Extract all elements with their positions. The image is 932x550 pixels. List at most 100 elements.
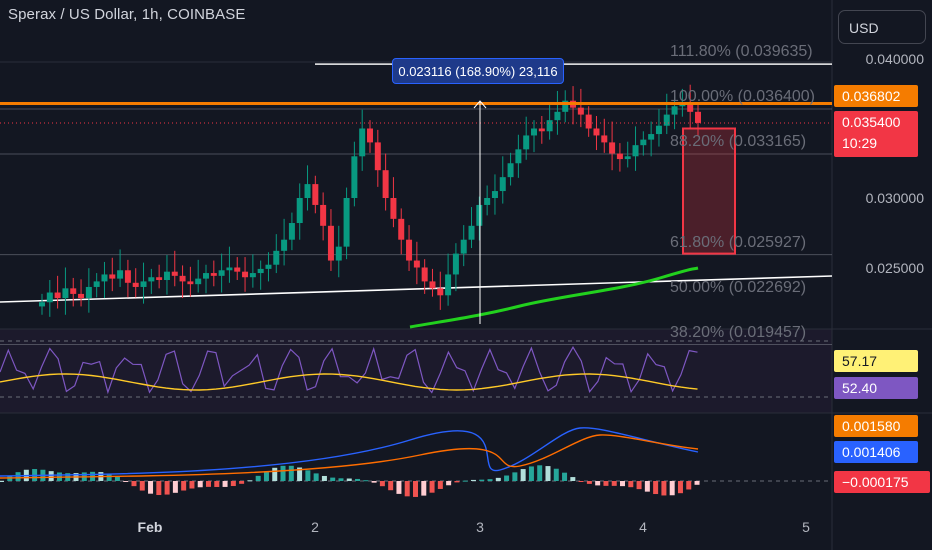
candle [374, 142, 381, 171]
macd-histogram-bar [346, 478, 352, 481]
macd-histogram-bar [48, 471, 54, 481]
macd-histogram-bar [263, 471, 269, 481]
measure-tool [473, 100, 487, 324]
fib-label: 50.00% (0.022692) [670, 278, 807, 296]
candle [593, 128, 600, 136]
candle [226, 267, 233, 271]
macd-histogram-bar [396, 481, 402, 494]
macd-histogram-bar [230, 481, 236, 487]
macd-pane [0, 427, 832, 497]
candle [320, 204, 327, 226]
fibonacci-levels [0, 63, 832, 346]
time-label-feb: Feb [137, 519, 163, 535]
macd-histogram-bar [297, 467, 303, 481]
candle [85, 286, 92, 299]
macd-histogram-bar [562, 472, 568, 481]
candle [327, 225, 334, 261]
candle [382, 170, 389, 198]
macd-histogram-bar [620, 481, 626, 487]
candle [367, 128, 373, 143]
macd-histogram-bar [214, 481, 220, 487]
macd-histogram-bar [280, 465, 286, 481]
fib-label: 88.20% (0.033165) [670, 133, 807, 150]
rsi-ma-line [0, 373, 698, 391]
candle [203, 273, 209, 279]
candle [210, 273, 217, 276]
candle [655, 125, 662, 135]
candle [554, 111, 561, 121]
candle [257, 268, 264, 274]
candle [406, 239, 413, 261]
candle [265, 264, 272, 269]
candle [296, 198, 303, 224]
macd-histogram-bar [446, 481, 452, 486]
candle [476, 204, 483, 226]
macd-histogram-bar [181, 481, 187, 491]
time-label-3: 3 [476, 519, 484, 535]
candle [312, 184, 319, 205]
macd-histogram-bar [189, 481, 195, 489]
macd-histogram-bar [404, 481, 410, 497]
macd-histogram-bar [578, 481, 584, 482]
macd-histogram-bar [479, 479, 485, 481]
candle [343, 198, 350, 247]
candle [46, 292, 53, 303]
currency-button[interactable]: USD [838, 10, 926, 44]
candle [671, 106, 678, 115]
macd-line [0, 427, 699, 477]
candle [273, 250, 280, 265]
candle [93, 281, 100, 287]
macd-histogram-bar [156, 481, 162, 496]
candle [562, 100, 569, 112]
candle [648, 134, 655, 140]
candle [499, 177, 506, 192]
macd-histogram-bar [470, 479, 476, 481]
candle [288, 223, 295, 240]
price-tick-30: 0.030000 [865, 190, 924, 206]
candle [624, 156, 631, 160]
candle [687, 103, 694, 112]
projection-box [682, 127, 736, 255]
candle [54, 292, 61, 299]
macd-histogram-bar [172, 481, 178, 493]
macd-histogram-bar [379, 481, 385, 487]
macd-histogram-bar [429, 481, 435, 493]
macd-histogram-bar [677, 481, 683, 494]
macd-histogram-bar [528, 466, 534, 481]
candle [249, 273, 256, 278]
macd-histogram-bar [487, 479, 493, 481]
moving-average [409, 266, 699, 329]
candle [70, 288, 77, 294]
macd-histogram-bar [305, 470, 311, 481]
rsi-pane [0, 340, 832, 398]
macd-histogram-bar [570, 477, 576, 481]
ma-line [409, 266, 699, 329]
candle [242, 271, 249, 278]
macd-histogram-bar [520, 469, 526, 481]
candle [546, 120, 553, 132]
candle [421, 267, 428, 282]
trendline [0, 275, 833, 303]
candle [359, 128, 366, 157]
candlestick-series[interactable] [39, 84, 701, 317]
time-label-4: 4 [639, 519, 647, 535]
measure-arrowhead [473, 100, 487, 109]
macd-histogram-bar [512, 472, 518, 481]
candle [171, 271, 178, 276]
time-label-2: 2 [311, 519, 319, 535]
candle [351, 156, 358, 198]
macd-histogram-bar [197, 481, 203, 488]
candle [585, 114, 592, 129]
price-tick-40: 0.040000 [865, 51, 924, 67]
macd-histogram-bar [495, 477, 501, 481]
support-trendline [0, 275, 833, 303]
last-price-tag: 0.035400 10:29 [834, 111, 918, 157]
candle [117, 270, 124, 279]
measure-label: 0.023116 (168.90%) 23,116 [392, 58, 564, 84]
macd-histogram-bar [437, 481, 443, 489]
candle [390, 198, 397, 219]
macd-histogram-bar [255, 475, 261, 481]
macd-histogram-bar [586, 481, 592, 484]
